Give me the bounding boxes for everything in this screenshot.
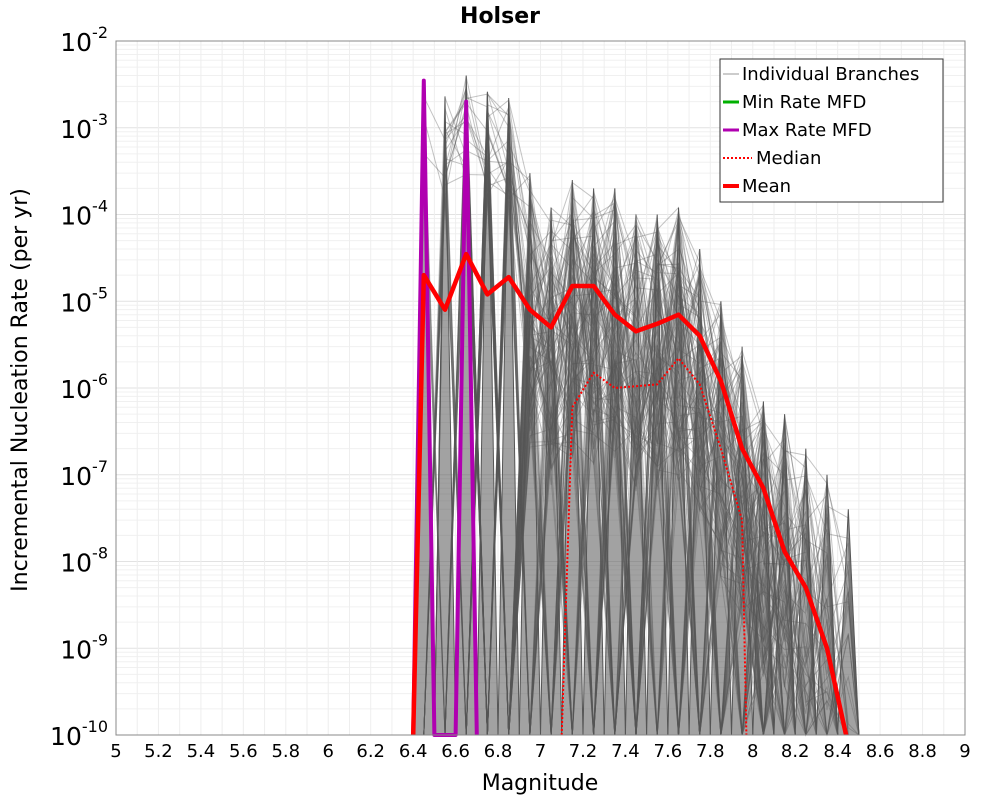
- x-tick-label: 7.6: [654, 741, 683, 762]
- branch-line: [413, 129, 838, 736]
- x-tick-label: 8.4: [823, 741, 852, 762]
- y-tick-label: 10-4: [60, 197, 108, 231]
- branch-peak: [752, 401, 775, 736]
- plot-border: [115, 40, 966, 736]
- legend-label-max: Max Rate MFD: [742, 120, 872, 141]
- branch-peak: [837, 509, 860, 736]
- x-tick-label: 8.8: [908, 741, 937, 762]
- legend: Individual Branches Min Rate MFD Max Rat…: [719, 58, 944, 203]
- branch-peak: [582, 188, 605, 736]
- chart-title: Holser: [460, 4, 540, 29]
- branch-peak: [433, 96, 457, 736]
- branch-line: [434, 138, 775, 736]
- y-tick-label: 10-9: [60, 630, 108, 664]
- x-tick-label: 7: [535, 741, 546, 762]
- x-tick-label: 6: [323, 741, 334, 762]
- x-tick-label: 5.2: [144, 741, 173, 762]
- branch-peak: [688, 248, 711, 736]
- y-tick-label: 10-5: [60, 283, 108, 317]
- legend-label-mean: Mean: [742, 176, 791, 197]
- mean-line: [410, 251, 849, 736]
- y-tick-label: 10-6: [60, 370, 108, 404]
- branch-peak: [646, 214, 669, 736]
- branch-line: [413, 148, 839, 736]
- x-tick-label: 7.8: [696, 741, 725, 762]
- x-tick-label: 5: [110, 741, 121, 762]
- x-tick-label: 6.2: [356, 741, 385, 762]
- x-tick-label: 8.2: [781, 741, 810, 762]
- y-axis-ticks: 10-10 10-9 10-8 10-7 10-6 10-5 10-4 10-3 10-2: [50, 23, 108, 751]
- x-tick-label: 5.8: [271, 741, 300, 762]
- branch-line: [434, 99, 775, 736]
- y-tick-label: 10-7: [60, 457, 108, 491]
- branch-peak: [476, 91, 499, 736]
- legend-label-median: Median: [756, 148, 821, 169]
- x-tick-label: 7.4: [611, 741, 640, 762]
- branch-peak: [731, 346, 754, 736]
- branch-peak: [667, 207, 690, 736]
- x-axis-title: Magnitude: [482, 771, 599, 796]
- legend-label-individual: Individual Branches: [742, 64, 919, 85]
- branch-line: [434, 201, 860, 736]
- x-axis-ticks: 5 5.2 5.4 5.6 5.8 6 6.2 6.4 6.6 6.8 7 7.2 7.4 7.6 7.8 8…: [110, 741, 970, 762]
- branch-line: [413, 173, 838, 736]
- y-axis-title: Incremental Nucleation Rate (per yr): [8, 188, 33, 592]
- branch-peak: [709, 301, 732, 736]
- branch-peak: [540, 207, 563, 736]
- branch-peak: [561, 179, 584, 736]
- y-tick-label: 10-2: [60, 23, 108, 57]
- x-tick-label: 6.4: [399, 741, 428, 762]
- branch-peak: [773, 414, 796, 736]
- branch-peak: [603, 188, 626, 736]
- legend-box: [719, 58, 944, 203]
- y-tick-label: 10-3: [60, 110, 108, 144]
- branch-peak: [624, 214, 648, 736]
- x-tick-label: 8.6: [866, 741, 895, 762]
- median-line: [560, 357, 748, 736]
- x-tick-label: 6.6: [441, 741, 470, 762]
- y-tick-label: 10-8: [60, 544, 108, 578]
- branch-line: [413, 134, 839, 736]
- branch-line: [433, 120, 859, 736]
- branch-line: [413, 99, 839, 736]
- legend-label-min: Min Rate MFD: [742, 92, 866, 113]
- y-tick-label: 10-10: [50, 717, 108, 751]
- x-tick-label: 5.6: [229, 741, 258, 762]
- branch-line: [434, 162, 860, 736]
- x-tick-label: 6.8: [484, 741, 513, 762]
- x-tick-label: 8: [747, 741, 758, 762]
- x-tick-label: 7.2: [569, 741, 598, 762]
- branch-peak: [497, 97, 520, 736]
- x-tick-label: 9: [959, 741, 970, 762]
- x-tick-label: 5.4: [187, 741, 216, 762]
- branch-peak: [518, 173, 541, 736]
